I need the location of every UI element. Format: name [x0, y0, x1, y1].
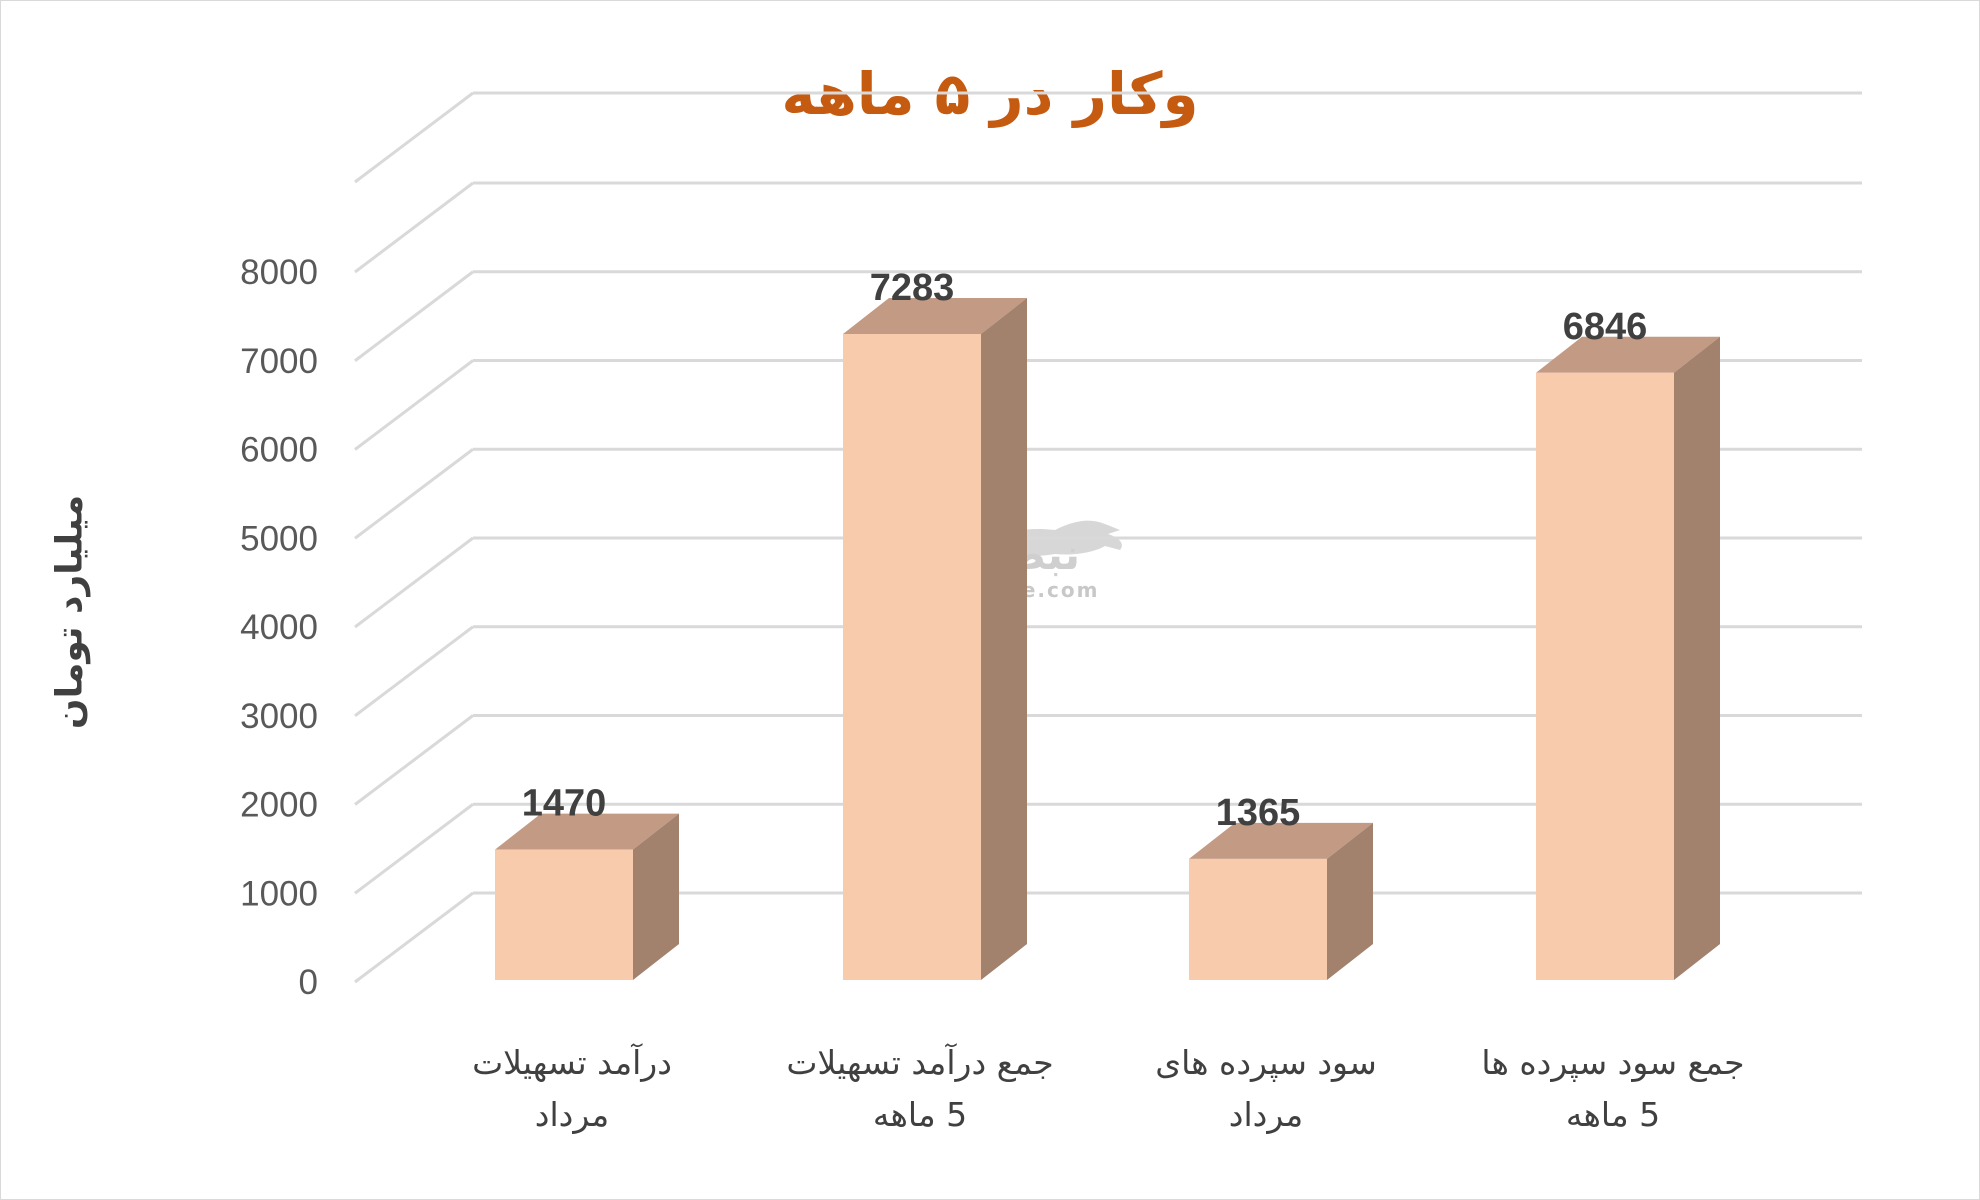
bar-top-face — [1536, 336, 1720, 373]
gridline-side — [354, 625, 474, 717]
y-tick-label: 5000 — [240, 519, 318, 558]
y-tick-label: 7000 — [240, 342, 318, 381]
data-label: 1470 — [522, 783, 607, 825]
bar — [1189, 858, 1327, 980]
gridline-side — [354, 536, 474, 629]
data-label: 7283 — [870, 267, 955, 309]
x-category-label: درآمد تسهیلات — [472, 1043, 672, 1082]
data-label: 6846 — [1563, 306, 1648, 348]
bar-top-face — [495, 813, 679, 850]
y-tick-label: 4000 — [240, 608, 318, 647]
gridline-side — [354, 714, 474, 806]
gridline-side — [354, 270, 474, 362]
bar-side-face — [633, 813, 679, 980]
y-tick-label: 2000 — [240, 786, 318, 825]
x-category-label: جمع سود سپرده ها — [1481, 1043, 1744, 1082]
bar — [1536, 372, 1674, 981]
gridline-side — [354, 803, 474, 895]
x-category-label: مرداد — [1229, 1095, 1303, 1134]
bar — [843, 333, 981, 980]
bar-side-face — [981, 297, 1027, 980]
x-category-label: 5 ماهه — [1566, 1095, 1660, 1134]
y-tick-label: 8000 — [240, 253, 318, 292]
bar-side-face — [1674, 336, 1720, 981]
gridline-side — [354, 891, 474, 984]
gridline-side — [354, 448, 474, 540]
y-tick-label: 6000 — [240, 431, 318, 470]
y-tick-label: 0 — [299, 963, 318, 1002]
x-category-label: جمع درآمد تسهیلات — [786, 1043, 1053, 1082]
bar-top-face — [843, 297, 1027, 334]
x-category-label: سود سپرده های — [1155, 1043, 1376, 1082]
x-category-label: مرداد — [535, 1095, 609, 1134]
gridline-side — [354, 181, 474, 274]
bar-side-face — [1327, 822, 1373, 980]
gridline-side — [354, 359, 474, 451]
y-tick-label: 3000 — [240, 697, 318, 736]
gridline-side — [354, 91, 474, 184]
x-category-label: 5 ماهه — [873, 1095, 967, 1134]
y-tick-label: 1000 — [240, 874, 318, 913]
data-label: 1365 — [1216, 792, 1301, 834]
bar — [495, 849, 633, 980]
bar-top-face — [1189, 822, 1373, 859]
